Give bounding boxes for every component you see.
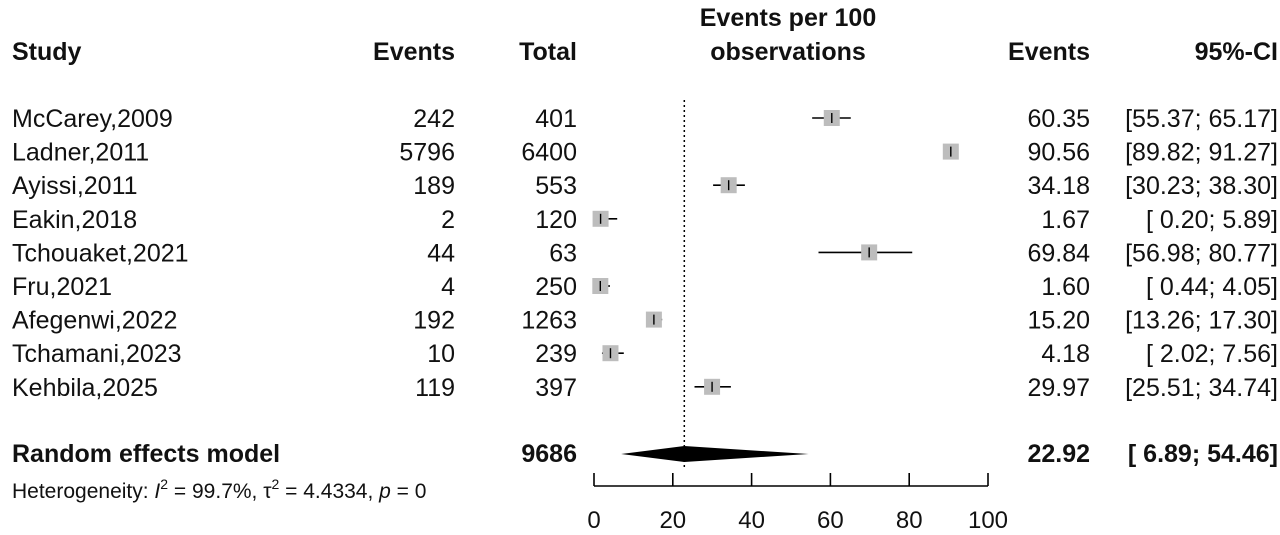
- study-ci: [30.23; 38.30]: [1125, 172, 1278, 200]
- study-estimate: 1.60: [1041, 273, 1090, 301]
- study-name: Kehbila,2025: [12, 374, 158, 402]
- study-estimate: 1.67: [1041, 206, 1090, 234]
- summary-total: 9686: [521, 440, 577, 468]
- header-total: Total: [519, 38, 577, 66]
- study-estimate: 29.97: [1027, 374, 1090, 402]
- study-total: 1263: [521, 307, 577, 335]
- header-study: Study: [12, 38, 82, 66]
- study-row: McCarey,2009 242 401 60.35 [55.37; 65.17]: [12, 105, 1278, 133]
- study-name: Ayissi,2011: [12, 172, 138, 200]
- x-tick-label: 40: [738, 507, 765, 534]
- study-estimate: 15.20: [1027, 307, 1090, 335]
- study-name: Fru,2021: [12, 273, 112, 301]
- study-name: Tchouaket,2021: [12, 239, 189, 267]
- study-row: Ladner,2011 5796 6400 90.56 [89.82; 91.27]: [12, 139, 1278, 167]
- study-ci: [ 2.02; 7.56]: [1146, 340, 1278, 368]
- study-events: 10: [427, 340, 455, 368]
- x-tick-label: 0: [587, 507, 600, 534]
- x-tick-label: 60: [817, 507, 844, 534]
- study-row: Fru,2021 4 250 1.60 [ 0.44; 4.05]: [12, 273, 1278, 301]
- study-ci: [55.37; 65.17]: [1125, 105, 1278, 133]
- study-ci: [ 0.20; 5.89]: [1146, 206, 1278, 234]
- study-total: 63: [549, 239, 577, 267]
- study-estimate: 34.18: [1027, 172, 1090, 200]
- het-prefix: Heterogeneity:: [12, 480, 154, 503]
- x-axis: 0 20 40 60 80 100: [587, 473, 1008, 534]
- het-tau-value: = 4.4334,: [279, 480, 379, 503]
- het-p-symbol: p: [378, 480, 391, 503]
- study-events: 189: [413, 172, 455, 200]
- axis-title-line2: observations: [710, 38, 866, 66]
- x-tick-label: 100: [968, 507, 1008, 534]
- het-i2-symbol: I: [154, 480, 160, 503]
- het-tau-sup: 2: [272, 476, 280, 492]
- study-name: Tchamani,2023: [12, 340, 182, 368]
- study-row: Ayissi,2011 189 553 34.18 [30.23; 38.30]: [12, 172, 1278, 200]
- study-events: 119: [415, 374, 455, 402]
- summary-estimate: 22.92: [1027, 440, 1090, 468]
- x-tick-label: 80: [896, 507, 923, 534]
- study-row: Eakin,2018 2 120 1.67 [ 0.20; 5.89]: [12, 206, 1278, 234]
- summary-label: Random effects model: [12, 440, 280, 468]
- study-row: Afegenwi,2022 192 1263 15.20 [13.26; 17.30]: [12, 307, 1278, 335]
- summary-ci: [ 6.89; 54.46]: [1128, 440, 1278, 468]
- het-i2-value: = 99.7%,: [168, 480, 263, 503]
- summary-diamond: [621, 446, 809, 462]
- header-ci: 95%-CI: [1195, 38, 1278, 66]
- study-events: 44: [427, 239, 455, 267]
- study-rows: McCarey,2009 242 401 60.35 [55.37; 65.17] Lad…: [12, 105, 1278, 402]
- study-events: 192: [413, 307, 455, 335]
- study-total: 553: [535, 172, 577, 200]
- study-row: Kehbila,2025 119 397 29.97 [25.51; 34.74]: [12, 374, 1278, 402]
- study-estimate: 4.18: [1041, 340, 1090, 368]
- study-total: 401: [535, 105, 577, 133]
- study-total: 397: [535, 374, 577, 402]
- study-ci: [89.82; 91.27]: [1125, 139, 1278, 167]
- study-events: 4: [441, 273, 455, 301]
- study-total: 239: [535, 340, 577, 368]
- study-ci: [25.51; 34.74]: [1125, 374, 1278, 402]
- heterogeneity-text: Heterogeneity: I2 = 99.7%, τ2 = 4.4334, …: [12, 476, 426, 503]
- study-estimate: 90.56: [1027, 139, 1090, 167]
- header-events-estimate: Events: [1008, 38, 1090, 66]
- het-p-value: = 0: [391, 480, 427, 503]
- study-ci: [ 0.44; 4.05]: [1146, 273, 1278, 301]
- study-estimate: 60.35: [1027, 105, 1090, 133]
- study-name: Ladner,2011: [12, 139, 149, 167]
- study-name: Eakin,2018: [12, 206, 137, 234]
- study-ci: [13.26; 17.30]: [1125, 307, 1278, 335]
- x-tick-label: 20: [659, 507, 686, 534]
- study-events: 5796: [399, 139, 455, 167]
- study-events: 242: [413, 105, 455, 133]
- study-name: McCarey,2009: [12, 105, 173, 133]
- study-row: Tchouaket,2021 44 63 69.84 [56.98; 80.77]: [12, 239, 1278, 267]
- study-total: 6400: [521, 139, 577, 167]
- het-i2-sup: 2: [160, 476, 168, 492]
- study-total: 250: [535, 273, 577, 301]
- study-total: 120: [535, 206, 577, 234]
- study-events: 2: [441, 206, 455, 234]
- het-tau-symbol: τ: [263, 480, 272, 503]
- study-estimate: 69.84: [1027, 239, 1090, 267]
- study-ci: [56.98; 80.77]: [1125, 239, 1278, 267]
- study-row: Tchamani,2023 10 239 4.18 [ 2.02; 7.56]: [12, 340, 1278, 368]
- study-name: Afegenwi,2022: [12, 307, 177, 335]
- header-events: Events: [373, 38, 455, 66]
- axis-title-line1: Events per 100: [700, 4, 877, 32]
